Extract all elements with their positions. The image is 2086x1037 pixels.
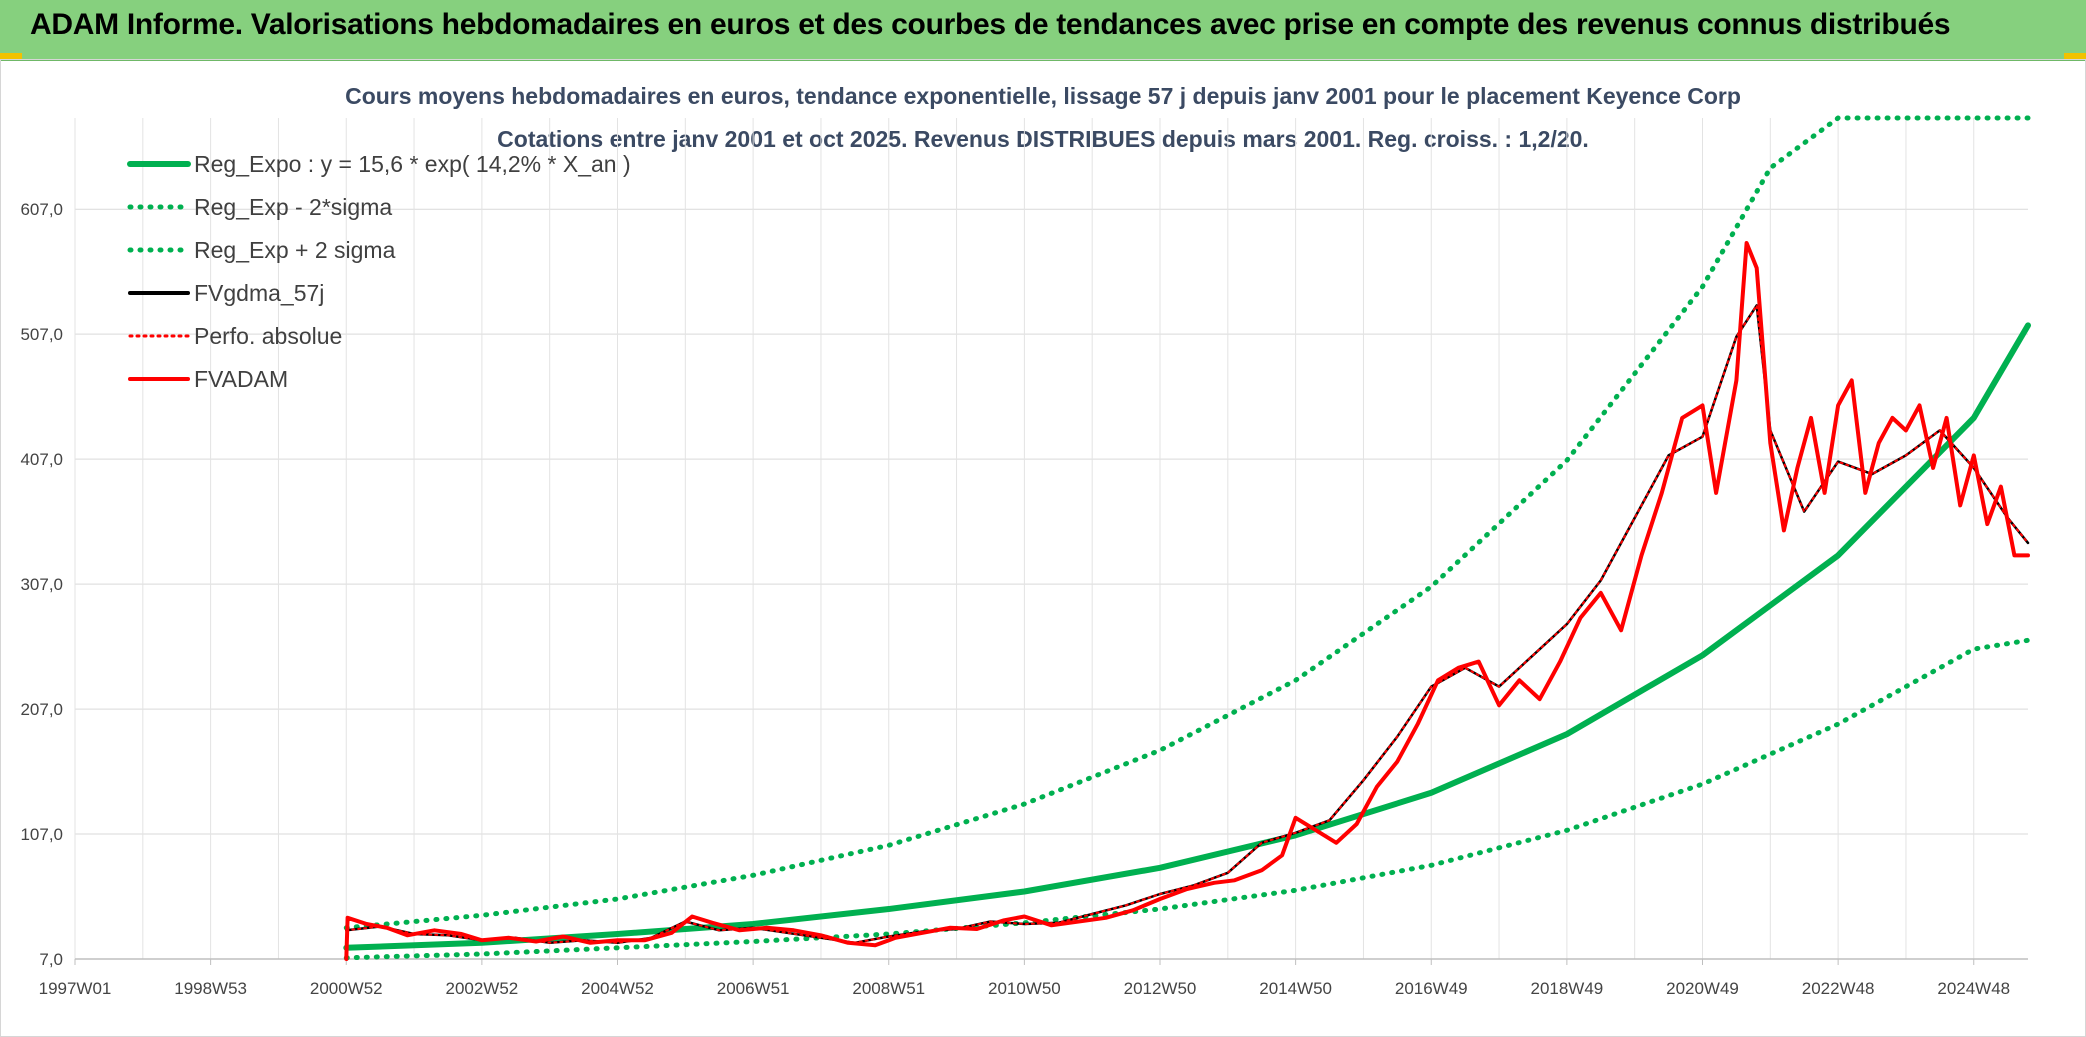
- x-tick-label: 2018W49: [1530, 979, 1603, 998]
- legend-label: Reg_Expo : y = 15,6 * exp( 14,2% * X_an …: [194, 151, 631, 177]
- x-tick-label: 1998W53: [174, 979, 247, 998]
- x-tick-label: 2020W49: [1666, 979, 1739, 998]
- series-reg-plus-2sigma: [343, 115, 2031, 931]
- corner-marker-left: [0, 53, 22, 59]
- corner-marker-right: [2064, 53, 2086, 59]
- x-tick-label: 2004W52: [581, 979, 654, 998]
- series-fvadam: [344, 241, 2030, 961]
- y-tick-label: 407,0: [20, 450, 63, 469]
- legend-label: Perfo. absolue: [194, 323, 342, 349]
- y-tick-label: 7,0: [39, 950, 63, 969]
- y-tick-label: 207,0: [20, 700, 63, 719]
- series-layer: [343, 115, 2031, 961]
- x-tick-label: 2006W51: [717, 979, 790, 998]
- chart-subtitle: Cotations entre janv 2001 et oct 2025. R…: [497, 126, 1589, 152]
- series-perfo-absolue: [345, 304, 2029, 944]
- x-tick-label: 2000W52: [310, 979, 383, 998]
- x-tick-label: 2024W48: [1937, 979, 2010, 998]
- report-banner: ADAM Informe. Valorisations hebdomadaire…: [0, 0, 2086, 61]
- x-tick-label: 2012W50: [1124, 979, 1197, 998]
- x-tick-label: 1997W01: [39, 979, 112, 998]
- y-tick-label: 507,0: [20, 325, 63, 344]
- legend: Reg_Expo : y = 15,6 * exp( 14,2% * X_an …: [127, 151, 631, 392]
- series-reg-minus-2sigma: [343, 637, 2031, 961]
- x-tick-label: 2016W49: [1395, 979, 1468, 998]
- series-reg-expo: [343, 322, 2031, 951]
- chart-title: Cours moyens hebdomadaires en euros, ten…: [345, 83, 1741, 109]
- price-chart: Cours moyens hebdomadaires en euros, ten…: [20, 83, 2031, 998]
- x-tick-label: 2002W52: [445, 979, 518, 998]
- grid: [74, 118, 2028, 960]
- legend-label: Reg_Exp + 2 sigma: [194, 237, 396, 263]
- legend-label: FVgdma_57j: [194, 280, 324, 306]
- x-tick-label: 2014W50: [1259, 979, 1332, 998]
- y-axis: 7,0 107,0 207,0 307,0 407,0 507,0 607,0: [20, 200, 63, 969]
- y-tick-label: 307,0: [20, 575, 63, 594]
- report-title: ADAM Informe. Valorisations hebdomadaire…: [30, 8, 1951, 41]
- y-tick-label: 107,0: [20, 825, 63, 844]
- series-fvgdma-57j: [345, 304, 2030, 945]
- legend-label: FVADAM: [194, 366, 288, 392]
- y-tick-label: 607,0: [20, 200, 63, 219]
- x-axis: 1997W01 1998W53 2000W52 2002W52 2004W52 2006W…: [39, 958, 2028, 998]
- x-tick-label: 2008W51: [852, 979, 925, 998]
- x-tick-label: 2022W48: [1802, 979, 1875, 998]
- x-tick-label: 2010W50: [988, 979, 1061, 998]
- legend-label: Reg_Exp - 2*sigma: [194, 194, 392, 220]
